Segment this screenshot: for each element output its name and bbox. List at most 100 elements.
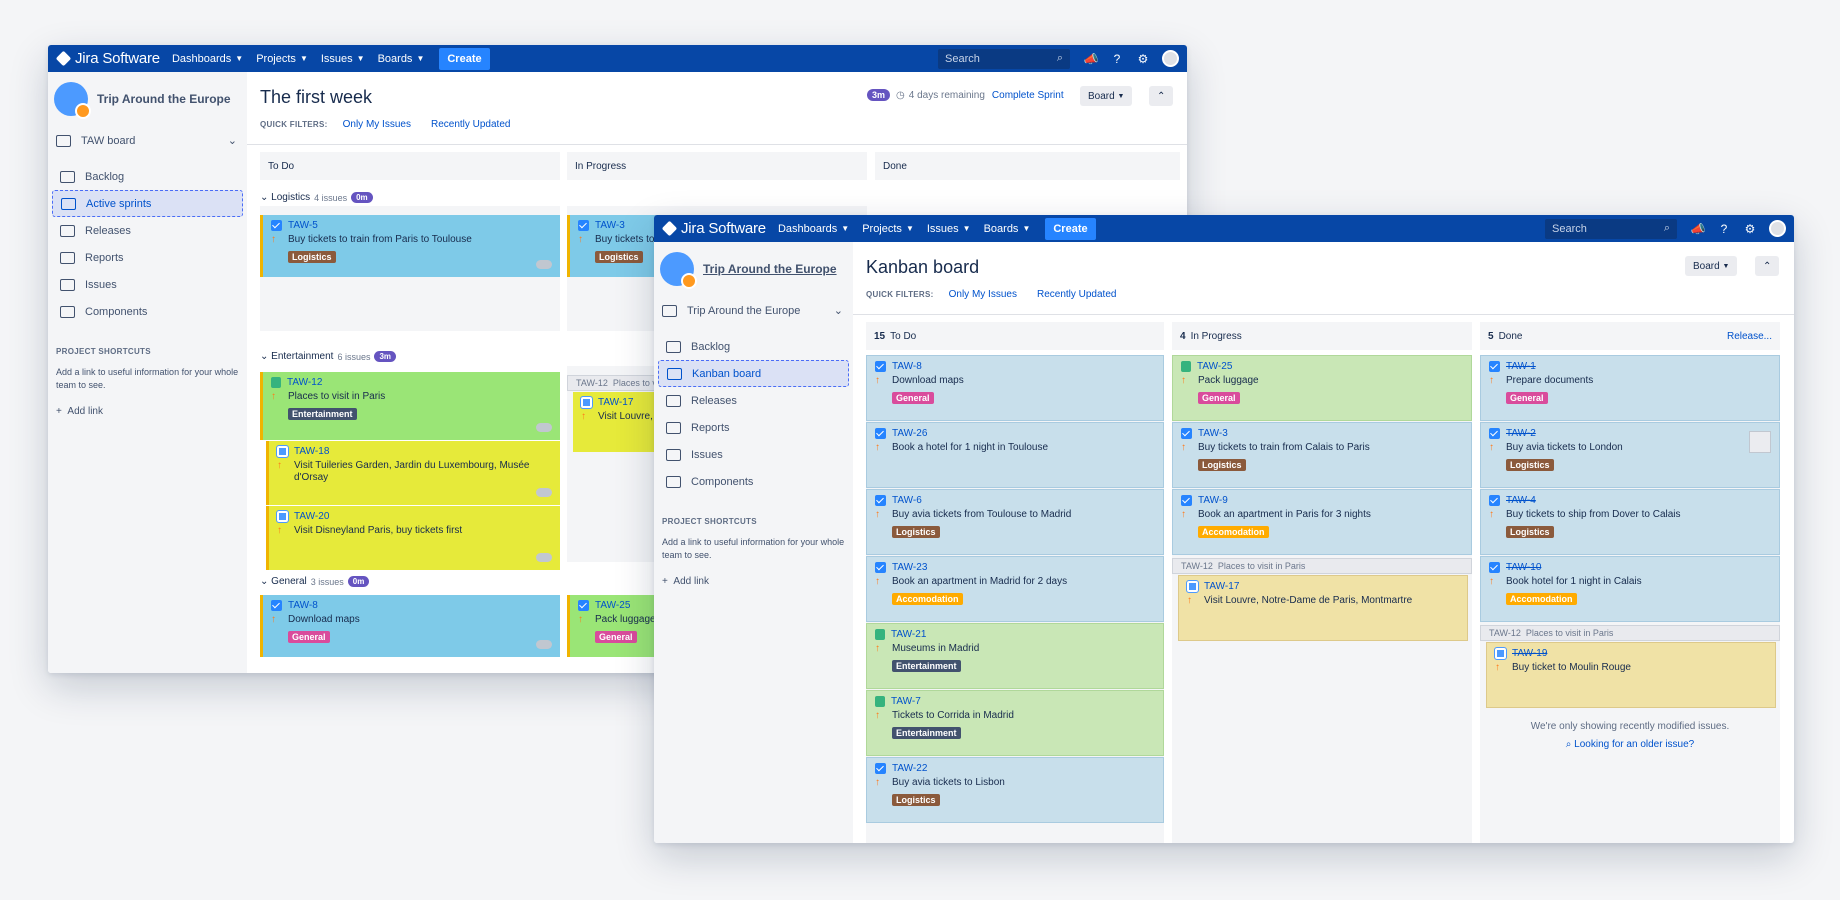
issue-card[interactable]: TAW-4 ↑ Buy tickets to ship from Dover to… — [1480, 489, 1780, 555]
issue-key[interactable]: TAW-5 — [288, 220, 318, 231]
nav-boards[interactable]: Boards ▼ — [378, 53, 425, 65]
board-selector[interactable]: TAW board ⌄ — [48, 124, 247, 157]
create-button[interactable]: Create — [1045, 217, 1096, 240]
nav-projects[interactable]: Projects ▼ — [256, 53, 308, 65]
issue-card[interactable]: TAW-7 ↑ Tickets to Corrida in Madrid Ente… — [866, 690, 1164, 756]
avatar[interactable] — [1769, 220, 1786, 237]
filter-only-my-issues[interactable]: Only My Issues — [948, 289, 1017, 300]
issue-card[interactable]: TAW-10 ↑ Book hotel for 1 night in Calais… — [1480, 556, 1780, 622]
collapse-button[interactable]: ⌃ — [1149, 86, 1174, 106]
create-button[interactable]: Create — [439, 47, 490, 70]
issue-card[interactable]: TAW-8 ↑ Download maps General — [260, 595, 560, 657]
parent-issue-header[interactable]: TAW-12 Places to visit in Paris — [1480, 625, 1780, 641]
nav-dashboards[interactable]: Dashboards ▼ — [172, 53, 243, 65]
swimlane-logistics[interactable]: ⌄ Logistics 4 issues 0m — [260, 192, 373, 203]
issue-card[interactable]: TAW-26 ↑ Book a hotel for 1 night in Toul… — [866, 422, 1164, 488]
nav-boards[interactable]: Boards ▼ — [984, 223, 1031, 235]
issue-key[interactable]: TAW-1 — [1506, 361, 1536, 372]
issue-key[interactable]: TAW-17 — [598, 397, 634, 408]
issue-key[interactable]: TAW-20 — [294, 511, 330, 522]
issue-card[interactable]: TAW-23 ↑ Book an apartment in Madrid for … — [866, 556, 1164, 622]
swimlane-entertainment[interactable]: ⌄ Entertainment 6 issues 3m — [260, 351, 397, 362]
parent-issue-header[interactable]: TAW-12 Places to visit in Paris — [1172, 558, 1472, 574]
help-icon[interactable]: ? — [1720, 221, 1728, 236]
issue-card[interactable]: TAW-18 ↑ Visit Tuileries Garden, Jardin d… — [266, 441, 560, 505]
complete-sprint-button[interactable]: Complete Sprint — [991, 89, 1064, 101]
help-icon[interactable]: ? — [1113, 51, 1121, 66]
sidebar-item-issues[interactable]: Issues — [52, 271, 243, 298]
sidebar-item-backlog[interactable]: Backlog — [658, 333, 849, 360]
issue-key[interactable]: TAW-18 — [294, 446, 330, 457]
sidebar-item-reports[interactable]: Reports — [658, 414, 849, 441]
issue-card[interactable]: TAW-19 ↑ Buy ticket to Moulin Rouge — [1486, 642, 1776, 708]
issue-card[interactable]: TAW-20 ↑ Visit Disneyland Paris, buy tick… — [266, 506, 560, 570]
filter-recently-updated[interactable]: Recently Updated — [430, 119, 511, 130]
issue-card[interactable]: TAW-3 ↑ Buy tickets to train from Calais … — [1172, 422, 1472, 488]
issue-card[interactable]: TAW-25 ↑ Pack luggage General — [1172, 355, 1472, 421]
issue-card[interactable]: TAW-8 ↑ Download maps General — [866, 355, 1164, 421]
sidebar-item-components[interactable]: Components — [658, 468, 849, 495]
issue-key[interactable]: TAW-3 — [1198, 428, 1228, 439]
issue-card[interactable]: TAW-2 ↑ Buy avia tickets to London Logist… — [1480, 422, 1780, 488]
project-header[interactable]: Trip Around the Europe — [48, 72, 247, 124]
notifications-icon[interactable]: 📣 — [1083, 51, 1099, 66]
issue-key[interactable]: TAW-25 — [1197, 361, 1233, 372]
issue-key[interactable]: TAW-12 — [287, 377, 323, 388]
assignee-avatar[interactable] — [1749, 431, 1771, 453]
issue-key[interactable]: TAW-26 — [892, 428, 928, 439]
sidebar-item-kanban-board[interactable]: Kanban board — [658, 360, 849, 387]
older-issue-link[interactable]: ⌕ Looking for an older issue? — [1480, 739, 1780, 750]
nav-dashboards[interactable]: Dashboards ▼ — [778, 223, 849, 235]
issue-card[interactable]: TAW-21 ↑ Museums in Madrid Entertainment — [866, 623, 1164, 689]
issue-key[interactable]: TAW-2 — [1506, 428, 1536, 439]
swimlane-general[interactable]: ⌄ General 3 issues 0m — [260, 576, 370, 587]
sidebar-item-reports[interactable]: Reports — [52, 244, 243, 271]
issue-key[interactable]: TAW-6 — [892, 495, 922, 506]
issue-key[interactable]: TAW-9 — [1198, 495, 1228, 506]
notifications-icon[interactable]: 📣 — [1690, 221, 1706, 236]
issue-card[interactable]: TAW-9 ↑ Book an apartment in Paris for 3 … — [1172, 489, 1472, 555]
board-button[interactable]: Board ▼ — [1685, 256, 1738, 276]
jira-logo[interactable]: Jira Software — [55, 50, 160, 67]
search-input[interactable]: Search ⌕ — [1545, 218, 1677, 239]
sidebar-item-releases[interactable]: Releases — [52, 217, 243, 244]
avatar[interactable] — [1162, 50, 1179, 67]
filter-recently-updated[interactable]: Recently Updated — [1036, 289, 1117, 300]
issue-card[interactable]: TAW-1 ↑ Prepare documents General — [1480, 355, 1780, 421]
nav-issues[interactable]: Issues ▼ — [321, 53, 365, 65]
gear-icon[interactable]: ⚙ — [1744, 221, 1756, 236]
search-input[interactable]: Search ⌕ — [938, 48, 1070, 69]
gear-icon[interactable]: ⚙ — [1137, 51, 1149, 66]
issue-key[interactable]: TAW-8 — [288, 600, 318, 611]
issue-key[interactable]: TAW-21 — [891, 629, 927, 640]
issue-key[interactable]: TAW-3 — [595, 220, 625, 231]
add-link-button[interactable]: + Add link — [654, 576, 853, 587]
project-header[interactable]: Trip Around the Europe — [654, 242, 853, 294]
issue-card[interactable]: TAW-6 ↑ Buy avia tickets from Toulouse to… — [866, 489, 1164, 555]
issue-key[interactable]: TAW-10 — [1506, 562, 1542, 573]
issue-key[interactable]: TAW-19 — [1512, 648, 1548, 659]
sidebar-item-backlog[interactable]: Backlog — [52, 163, 243, 190]
issue-key[interactable]: TAW-7 — [891, 696, 921, 707]
jira-logo[interactable]: Jira Software — [661, 220, 766, 237]
issue-card[interactable]: TAW-17 ↑ Visit Louvre, Notre-Dame de Pari… — [1178, 575, 1468, 641]
issue-key[interactable]: TAW-17 — [1204, 581, 1240, 592]
nav-issues[interactable]: Issues ▼ — [927, 223, 971, 235]
sidebar-item-releases[interactable]: Releases — [658, 387, 849, 414]
issue-key[interactable]: TAW-8 — [892, 361, 922, 372]
issue-card[interactable]: TAW-5 ↑ Buy tickets to train from Paris t… — [260, 215, 560, 277]
filter-only-my-issues[interactable]: Only My Issues — [342, 119, 411, 130]
release-link[interactable]: Release... — [1726, 330, 1772, 342]
sidebar-item-active-sprints[interactable]: Active sprints — [52, 190, 243, 217]
nav-projects[interactable]: Projects ▼ — [862, 223, 914, 235]
board-selector[interactable]: Trip Around the Europe ⌄ — [654, 294, 853, 327]
issue-key[interactable]: TAW-23 — [892, 562, 928, 573]
issue-key[interactable]: TAW-4 — [1506, 495, 1536, 506]
issue-key[interactable]: TAW-25 — [595, 600, 631, 611]
issue-card[interactable]: TAW-22 ↑ Buy avia tickets to Lisbon Logis… — [866, 757, 1164, 823]
board-button[interactable]: Board ▼ — [1080, 86, 1133, 106]
issue-key[interactable]: TAW-22 — [892, 763, 928, 774]
sidebar-item-components[interactable]: Components — [52, 298, 243, 325]
sidebar-item-issues[interactable]: Issues — [658, 441, 849, 468]
add-link-button[interactable]: + Add link — [48, 406, 247, 417]
